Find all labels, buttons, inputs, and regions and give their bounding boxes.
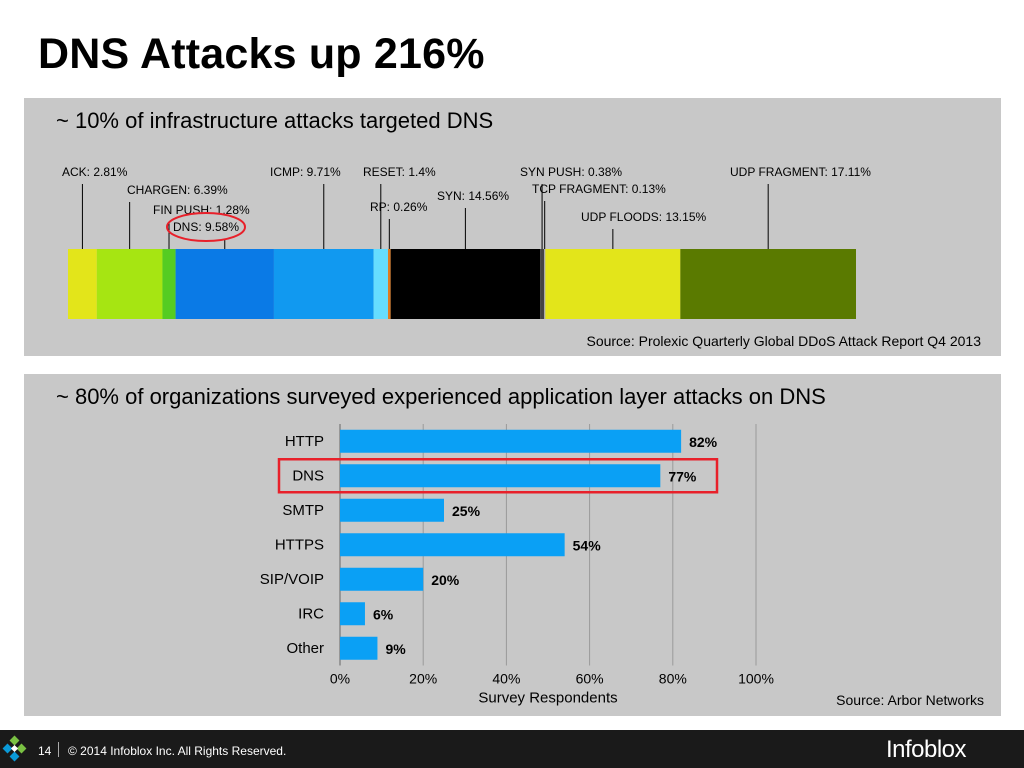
prolexic-source: Source: Prolexic Quarterly Global DDoS A… (586, 333, 981, 349)
value-label: 77% (668, 468, 697, 484)
x-tick-label: 40% (492, 671, 520, 687)
x-axis-title: Survey Respondents (478, 690, 617, 707)
bar (340, 464, 661, 488)
attack-type-stacked-bar-chart: ACK: 2.81% CHARGEN: 6.39% FIN PUSH: 1.28% D… (62, 165, 871, 319)
stacked-segment (540, 249, 545, 319)
x-tick-label: 80% (659, 671, 687, 687)
segment-label: RP: 0.26% (370, 200, 428, 214)
infoblox-logo-text: Infoblox (885, 736, 967, 763)
category-label: HTTPS (275, 536, 324, 553)
footer-bar: 14 © 2014 Infoblox Inc. All Rights Reser… (0, 730, 1024, 768)
stacked-segment (175, 249, 274, 319)
category-label: SIP/VOIP (260, 571, 324, 588)
dns-highlight-box (277, 458, 719, 494)
bar (340, 498, 444, 522)
category-label: HTTP (285, 433, 324, 450)
value-label: 6% (373, 606, 394, 622)
slide-title: DNS Attacks up 216% (38, 30, 485, 78)
bar (340, 636, 378, 660)
copyright-text: © 2014 Infoblox Inc. All Rights Reserved… (68, 744, 287, 758)
segment-label: CHARGEN: 6.39% (127, 183, 228, 197)
stacked-segment (544, 249, 546, 319)
segment-label: SYN: 14.56% (437, 189, 509, 203)
segment-label: TCP FRAGMENT: 0.13% (532, 182, 666, 196)
x-tick-label: 20% (409, 671, 437, 687)
segment-label: DNS: 9.58% (173, 220, 239, 234)
value-label: 25% (452, 503, 481, 519)
dns-highlight-ellipse (166, 212, 246, 242)
x-tick-label: 100% (738, 671, 774, 687)
app-layer-bar-chart: 0% 20% 40% 60% 80% 100% HTTP 82% DNS 77% SMTP 25% HT… (260, 424, 774, 707)
bar (340, 602, 365, 626)
stacked-segment (373, 249, 388, 319)
segment-label: ACK: 2.81% (62, 165, 128, 179)
bar (340, 429, 682, 453)
segment-label: UDP FLOODS: 13.15% (581, 210, 706, 224)
category-label: DNS (292, 467, 324, 484)
stacked-segment (96, 249, 163, 319)
dns-share-heading: ~ 10% of infrastructure attacks targeted… (56, 108, 494, 133)
value-label: 82% (689, 434, 718, 450)
segment-label: RESET: 1.4% (363, 165, 436, 179)
app-layer-panel: ~ 80% of organizations surveyed experien… (24, 374, 1001, 716)
stacked-segment (390, 249, 541, 319)
footer-divider (58, 742, 59, 757)
stacked-segment (273, 249, 374, 319)
stacked-segment (68, 249, 97, 319)
value-label: 20% (431, 572, 460, 588)
category-label: Other (286, 640, 324, 657)
page-number: 14 (38, 744, 52, 758)
segment-label: FIN PUSH: 1.28% (153, 203, 250, 217)
stacked-segment (680, 249, 856, 319)
segment-label: SYN PUSH: 0.38% (520, 165, 622, 179)
x-tick-label: 60% (576, 671, 604, 687)
stacked-segment (162, 249, 176, 319)
value-label: 9% (385, 641, 406, 657)
segment-label: UDP FRAGMENT: 17.11% (730, 165, 871, 179)
app-layer-heading: ~ 80% of organizations surveyed experien… (56, 384, 826, 409)
category-label: IRC (298, 605, 324, 622)
category-label: SMTP (282, 502, 324, 519)
x-tick-label: 0% (330, 671, 350, 687)
infoblox-logo-icon (2, 735, 27, 762)
bar (340, 533, 565, 557)
stacked-segment (545, 249, 681, 319)
bar (340, 567, 424, 591)
value-label: 54% (573, 537, 602, 553)
arbor-source: Source: Arbor Networks (836, 692, 984, 708)
stacked-segment (387, 249, 391, 319)
segment-label: ICMP: 9.71% (270, 165, 341, 179)
dns-share-panel: ~ 10% of infrastructure attacks targeted… (24, 98, 1001, 356)
